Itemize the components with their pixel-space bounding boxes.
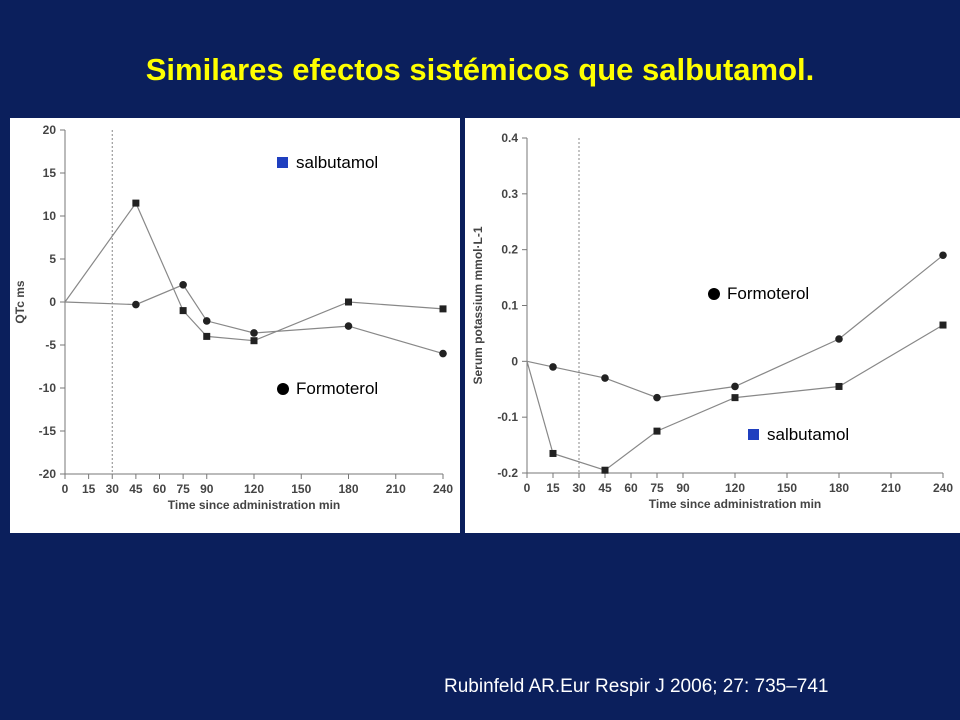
qtc-x-tick-label: 30 (106, 482, 120, 496)
potassium-x-axis-label: Time since administration min (649, 497, 822, 511)
potassium-x-tick-label: 120 (725, 481, 745, 495)
potassium-point-formoterol (835, 335, 843, 343)
qtc-point-formoterol (344, 322, 353, 330)
citation: Rubinfeld AR.Eur Respir J 2006; 27: 735–… (444, 676, 829, 697)
slide-title: Similares efectos sistémicos que salbuta… (145, 52, 815, 87)
potassium-y-tick-label: -0.2 (497, 466, 518, 480)
qtc-y-tick-label: -5 (45, 338, 56, 352)
qtc-point-formoterol (250, 329, 258, 337)
potassium-x-tick-label: 0 (524, 481, 531, 495)
potassium-point-salbutamol (549, 449, 557, 457)
qtc-point-formoterol (202, 317, 211, 325)
potassium-y-tick-label: 0.1 (501, 299, 518, 313)
qtc-point-salbutamol (132, 199, 140, 207)
qtc-legend-label: Formoterol (296, 379, 378, 398)
potassium-legend-circle-icon (708, 288, 720, 300)
qtc-series-line-salbutamol (64, 201, 444, 342)
qtc-point-salbutamol (439, 305, 447, 313)
potassium-x-tick-label: 75 (650, 481, 664, 495)
potassium-point-salbutamol (731, 394, 739, 402)
qtc-legend-circle-icon (277, 383, 289, 395)
potassium-legend-square-icon (748, 429, 759, 440)
potassium-y-tick-label: 0.2 (501, 243, 518, 257)
potassium-point-salbutamol (601, 466, 609, 474)
potassium-series-line-formoterol (526, 254, 944, 399)
potassium-point-salbutamol (835, 382, 843, 390)
qtc-y-tick-label: 10 (43, 209, 57, 223)
qtc-x-tick-label: 180 (338, 482, 358, 496)
qtc-point-formoterol (132, 300, 140, 309)
potassium-x-tick-label: 180 (829, 481, 849, 495)
qtc-y-tick-label: 0 (49, 295, 56, 309)
qtc-legend-label: salbutamol (296, 153, 378, 172)
potassium-point-formoterol (731, 382, 739, 391)
potassium-x-tick-label: 30 (572, 481, 586, 495)
potassium-x-tick-label: 150 (777, 481, 797, 495)
potassium-x-tick-label: 60 (624, 481, 638, 495)
potassium-point-salbutamol (653, 427, 661, 435)
qtc-x-tick-label: 240 (433, 482, 453, 496)
qtc-x-axis-label: Time since administration min (168, 498, 341, 512)
qtc-chart-panel: 20 15 10 5 0 -5 -10 -15 -20 0 15 30 45 60 75 90 120 150 18… (10, 118, 460, 533)
qtc-y-tick-label: 20 (43, 123, 57, 137)
potassium-legend-label: Formoterol (727, 284, 809, 303)
qtc-x-tick-label: 210 (386, 482, 406, 496)
potassium-point-salbutamol (939, 321, 947, 329)
qtc-y-tick-label: -15 (39, 424, 57, 438)
potassium-legend-label: salbutamol (767, 425, 849, 444)
qtc-y-tick-label: 5 (49, 252, 56, 266)
potassium-point-formoterol (601, 374, 609, 382)
potassium-point-formoterol (939, 251, 947, 260)
potassium-y-tick-label: 0.3 (501, 187, 518, 201)
qtc-y-tick-label: -20 (39, 467, 57, 481)
potassium-chart-panel: 0.4 0.3 0.2 0.1 0 -0.1 -0.2 0 15 30 45 60 75 90 120 150… (465, 118, 960, 533)
qtc-x-tick-label: 15 (82, 482, 96, 496)
potassium-x-tick-label: 45 (598, 481, 612, 495)
qtc-point-salbutamol (345, 298, 352, 306)
qtc-point-formoterol (439, 349, 447, 358)
potassium-x-tick-label: 240 (933, 481, 953, 495)
qtc-chart: 20 15 10 5 0 -5 -10 -15 -20 0 15 30 45 60 75 90 120 150 18… (13, 123, 453, 512)
qtc-point-formoterol (179, 281, 187, 289)
potassium-y-tick-label: 0 (511, 354, 518, 368)
potassium-x-tick-label: 90 (676, 481, 690, 495)
potassium-y-axis-label: Serum potassium mmol·L-1 (471, 226, 485, 384)
potassium-y-tick-label: 0.4 (501, 131, 518, 145)
potassium-chart: 0.4 0.3 0.2 0.1 0 -0.1 -0.2 0 15 30 45 60 75 90 120 150… (471, 131, 953, 511)
qtc-x-tick-label: 150 (291, 482, 311, 496)
qtc-legend-square-icon (277, 157, 288, 168)
qtc-x-tick-label: 90 (200, 482, 214, 496)
qtc-x-tick-label: 60 (153, 482, 167, 496)
qtc-x-tick-label: 0 (62, 482, 69, 496)
qtc-x-tick-label: 120 (244, 482, 264, 496)
qtc-x-tick-label: 75 (176, 482, 190, 496)
qtc-y-axis-label: QTc ms (13, 280, 27, 323)
potassium-x-tick-label: 15 (546, 481, 560, 495)
potassium-point-formoterol (549, 363, 557, 371)
qtc-x-tick-label: 45 (129, 482, 143, 496)
qtc-y-tick-label: -10 (39, 381, 57, 395)
qtc-y-tick-label: 15 (43, 166, 57, 180)
potassium-x-tick-label: 210 (881, 481, 901, 495)
qtc-point-salbutamol (179, 307, 187, 315)
potassium-y-tick-label: -0.1 (497, 410, 518, 424)
qtc-point-salbutamol (203, 332, 211, 340)
qtc-point-salbutamol (250, 337, 258, 345)
potassium-point-formoterol (653, 393, 661, 402)
